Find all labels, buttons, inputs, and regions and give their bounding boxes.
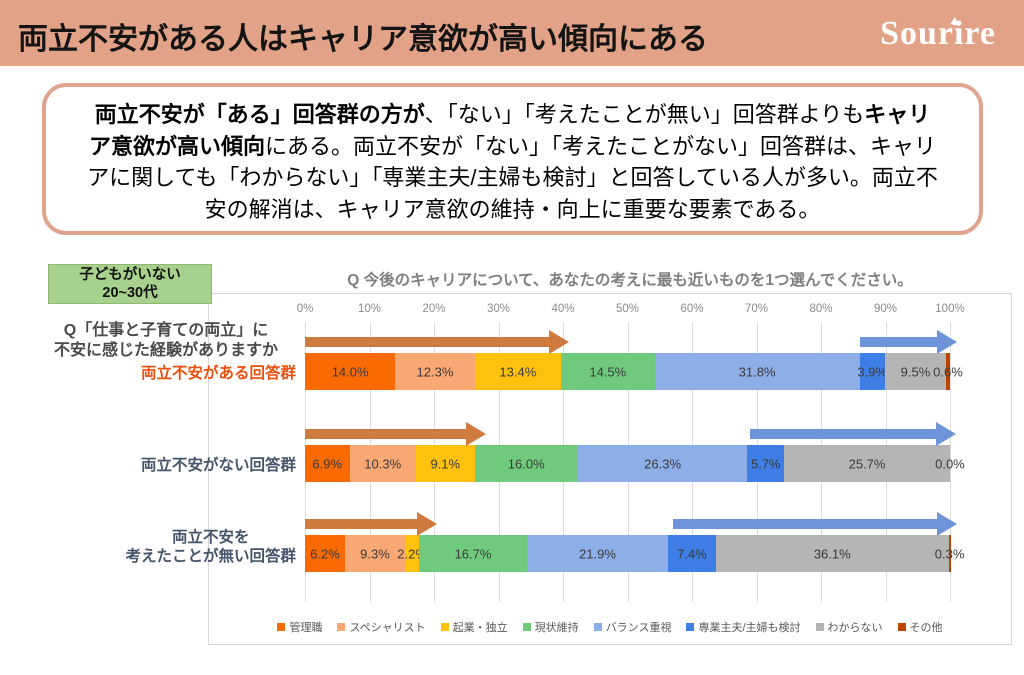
chart-frame xyxy=(208,293,1012,645)
chart-title: Q 今後のキャリアについて、あなたの考えに最も近いものを1つ選んでください。 xyxy=(347,272,913,289)
callout-line: アに関しても「わからない」「専業主夫/主婦も検討」と回答している人が多い。両立不 xyxy=(87,165,938,190)
filter-badge-line2: 20~30代 xyxy=(102,285,158,301)
header-bar: 両立不安がある人はキャリア意欲が高い傾向にある Sourire xyxy=(0,0,1024,66)
callout-line: 両立不安が「ある」回答群の方が、「ない」「考えたことが無い」回答群よりもキャリ xyxy=(94,102,931,127)
brand-i-flag-icon xyxy=(950,16,961,26)
callout-line: 安の解消は、キャリア意欲の維持・向上に重要な要素である。 xyxy=(204,196,821,222)
page-title: 両立不安がある人はキャリア意欲が高い傾向にある xyxy=(18,23,708,56)
axis-question-line2: 不安に感じた経験がありますか xyxy=(53,341,278,359)
callout-line: ア意欲が高い傾向にある。両立不安が「ない」「考えたことがない」回答群は、キャリ xyxy=(88,133,937,159)
filter-badge: 子どもがいない 20~30代 xyxy=(48,264,212,304)
summary-callout: 両立不安が「ある」回答群の方が、「ない」「考えたことが無い」回答群よりもキャリア… xyxy=(42,83,983,235)
axis-question-line1: Q「仕事と子育ての両立」に xyxy=(63,322,269,339)
axis-question-label: Q「仕事と子育ての両立」に 不安に感じた経験がありますか xyxy=(35,321,297,360)
brand-logo: Sourire xyxy=(880,15,996,52)
filter-badge-line1: 子どもがいない xyxy=(79,267,181,283)
